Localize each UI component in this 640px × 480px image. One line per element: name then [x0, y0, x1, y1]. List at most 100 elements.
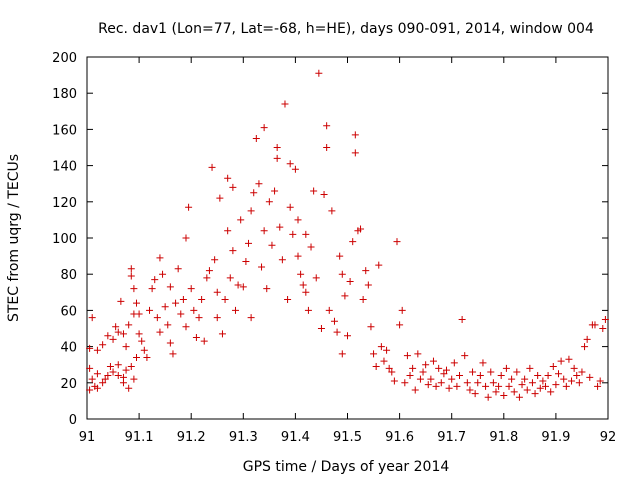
data-point [146, 306, 154, 314]
data-point [416, 375, 424, 383]
plot-frame [86, 56, 609, 420]
data-point [484, 393, 492, 401]
data-point [112, 323, 120, 331]
y-tick-label: 40 [60, 341, 77, 356]
data-point [338, 270, 346, 278]
data-point [93, 370, 101, 378]
data-point [411, 386, 419, 394]
data-point [422, 361, 430, 369]
x-tick-label: 91.7 [437, 430, 466, 445]
data-point [482, 382, 490, 390]
data-point [380, 357, 388, 365]
data-point [330, 317, 338, 325]
data-point [445, 384, 453, 392]
data-point [174, 265, 182, 273]
data-point [448, 375, 456, 383]
data-point [122, 343, 130, 351]
x-tick-label: 91.2 [177, 430, 206, 445]
data-point [591, 321, 599, 329]
data-point [492, 388, 500, 396]
data-point [427, 375, 435, 383]
data-point [164, 321, 172, 329]
data-point [323, 144, 331, 151]
x-tick-label: 91.3 [229, 430, 258, 445]
x-tick-label: 91.9 [541, 430, 570, 445]
data-point [132, 299, 140, 307]
data-point [372, 363, 380, 371]
data-point [549, 363, 557, 371]
data-point [88, 314, 96, 322]
data-point [578, 368, 586, 376]
data-point [286, 160, 294, 168]
y-tick-label: 100 [52, 232, 77, 247]
data-point [370, 350, 378, 358]
data-point [466, 386, 474, 394]
data-point [130, 375, 138, 383]
data-point [456, 372, 464, 380]
data-point [601, 315, 609, 323]
data-point [450, 359, 458, 367]
data-point [414, 350, 422, 358]
y-tick-label: 20 [60, 377, 77, 392]
data-point [476, 372, 484, 380]
data-point [375, 261, 383, 269]
data-point [229, 247, 237, 255]
x-tick-label: 91.8 [489, 430, 518, 445]
data-point [177, 310, 185, 318]
data-point [523, 386, 531, 394]
data-point [104, 332, 112, 340]
data-point [383, 346, 391, 354]
data-point [135, 330, 143, 338]
y-tick-label: 80 [60, 268, 77, 283]
data-point [406, 372, 414, 380]
data-point [148, 285, 156, 293]
data-point [109, 335, 117, 343]
y-tick-label: 180 [52, 87, 77, 102]
data-point [221, 296, 229, 304]
x-tick-labels: 91 91.1 91.2 91.3 91.4 91.5 91.6 91.7 91.8 91.9 92 [79, 430, 617, 445]
data-point [336, 252, 344, 260]
data-point [247, 314, 255, 322]
data-point [364, 281, 372, 289]
data-point [195, 314, 203, 322]
data-point [393, 238, 401, 246]
data-point [101, 375, 109, 383]
data-point [317, 325, 325, 332]
data-point [471, 390, 479, 398]
data-point [555, 370, 563, 378]
data-point [510, 388, 518, 396]
x-axis-label: GPS time / Days of year 2014 [243, 459, 450, 475]
data-point [398, 306, 406, 314]
data-point [526, 364, 534, 372]
data-point [245, 239, 253, 247]
data-point [93, 384, 101, 392]
data-point [127, 265, 135, 273]
data-point [505, 382, 513, 390]
data-point [273, 144, 281, 151]
data-point [289, 230, 297, 238]
data-point [586, 373, 594, 381]
data-point [86, 386, 94, 394]
data-point [192, 334, 200, 342]
data-point [119, 379, 127, 387]
data-point [114, 328, 122, 336]
data-point [562, 382, 570, 390]
data-point [541, 382, 549, 390]
data-point [359, 296, 367, 304]
data-point [271, 187, 279, 195]
data-point [273, 154, 281, 162]
data-point [315, 69, 323, 77]
data-point [237, 216, 245, 224]
data-point [552, 381, 560, 389]
data-point [432, 382, 440, 390]
data-point [229, 183, 237, 191]
x-tick-label: 92 [600, 430, 617, 445]
data-point [166, 339, 174, 347]
data-point [437, 379, 445, 387]
data-point [153, 314, 161, 322]
data-point [531, 390, 539, 398]
data-point [255, 180, 263, 188]
data-point [213, 288, 221, 296]
data-point [99, 341, 107, 349]
data-point [224, 174, 232, 182]
